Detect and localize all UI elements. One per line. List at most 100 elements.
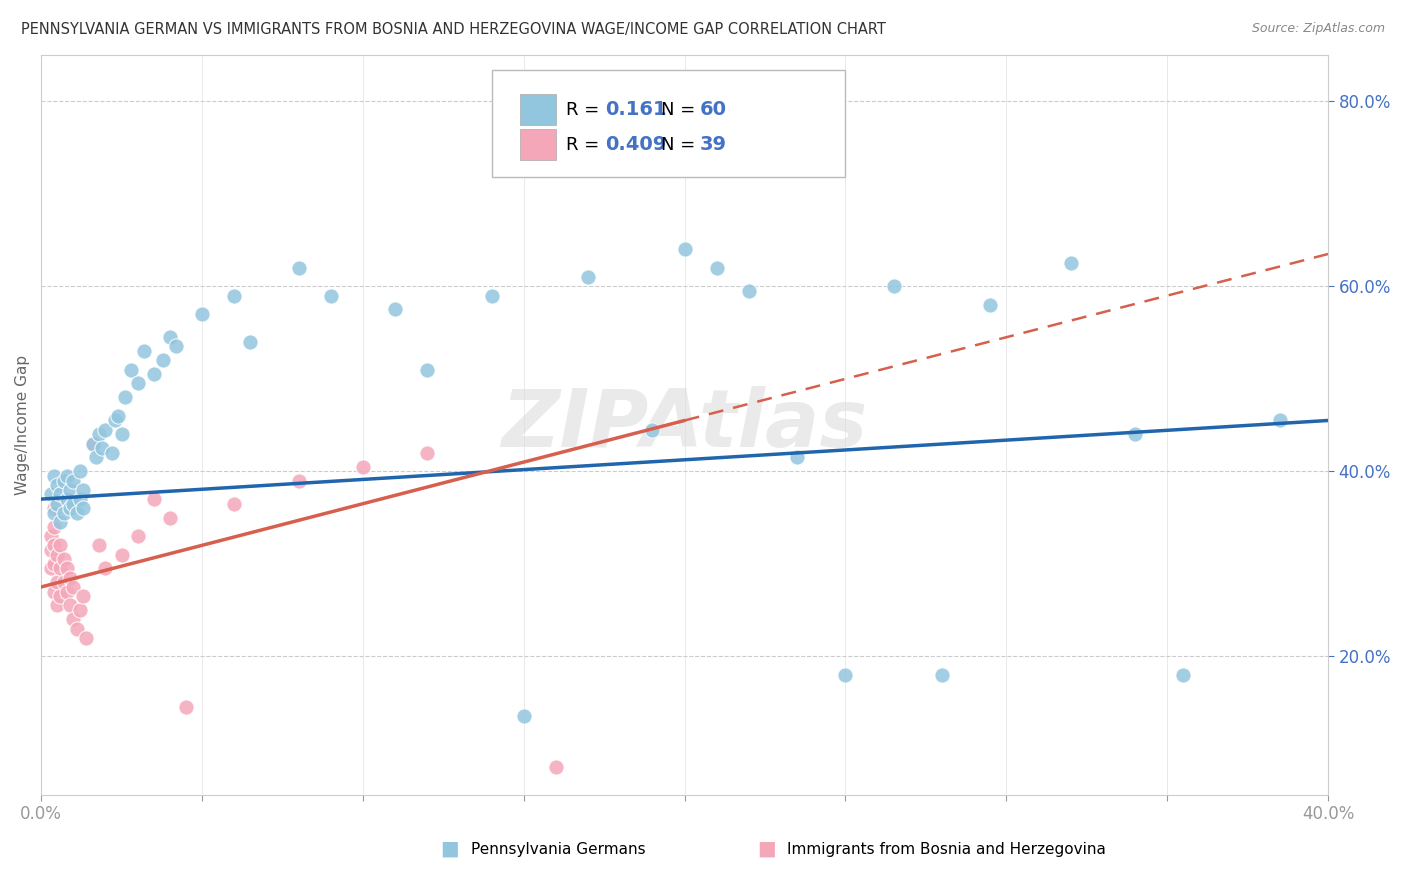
Point (49, 515, 72, 529)
Point (84, 450, 107, 465)
Point (59, 483, 82, 497)
Point (82, 436, 104, 450)
Point (39, 487, 62, 501)
Point (49, 538, 72, 552)
Point (62, 580, 84, 594)
Point (738, 284, 761, 298)
Point (59, 571, 82, 585)
Point (191, 307, 214, 321)
Y-axis label: Wage/Income Gap: Wage/Income Gap (15, 355, 30, 495)
Point (62, 474, 84, 488)
Point (159, 330, 181, 344)
Point (72, 501, 94, 516)
Text: ▪: ▪ (756, 835, 776, 863)
Point (883, 279, 905, 293)
Point (152, 353, 174, 368)
Point (127, 376, 149, 391)
Point (1123, 427, 1146, 442)
Text: N =: N = (661, 101, 702, 119)
Point (65, 506, 87, 520)
Text: PENNSYLVANIA GERMAN VS IMMIGRANTS FROM BOSNIA AND HERZEGOVINA WAGE/INCOME GAP CO: PENNSYLVANIA GERMAN VS IMMIGRANTS FROM B… (21, 22, 886, 37)
Point (104, 413, 127, 427)
Point (46, 478, 69, 492)
Point (69, 464, 91, 478)
Text: 0.409: 0.409 (605, 136, 666, 154)
FancyBboxPatch shape (492, 70, 845, 178)
Point (641, 423, 664, 437)
Point (94, 423, 117, 437)
Text: N =: N = (661, 136, 702, 153)
Point (72, 589, 94, 603)
Point (110, 427, 132, 442)
Point (114, 390, 136, 404)
Point (62, 612, 84, 626)
Text: 0.161: 0.161 (605, 101, 666, 120)
Point (1173, 668, 1195, 682)
Point (62, 497, 84, 511)
Text: ZIPAtlas: ZIPAtlas (502, 386, 868, 464)
Point (834, 668, 856, 682)
Point (87, 538, 110, 552)
Point (319, 288, 342, 302)
Point (110, 548, 132, 562)
Point (49, 589, 72, 603)
Point (39, 529, 62, 543)
Point (165, 339, 187, 353)
Point (287, 260, 309, 275)
Point (42, 520, 65, 534)
Text: Immigrants from Bosnia and Herzegovina: Immigrants from Bosnia and Herzegovina (787, 842, 1107, 856)
Text: R =: R = (567, 136, 605, 153)
Point (481, 288, 503, 302)
Point (94, 561, 117, 575)
Point (42, 538, 65, 552)
Point (42, 584, 65, 599)
Point (142, 492, 165, 507)
Point (42, 469, 65, 483)
Point (576, 270, 599, 285)
Point (46, 599, 69, 613)
Point (979, 298, 1001, 312)
Text: Source: ZipAtlas.com: Source: ZipAtlas.com (1251, 22, 1385, 36)
Point (56, 492, 79, 507)
Bar (520, 129, 555, 161)
Point (159, 510, 181, 524)
Point (72, 483, 94, 497)
Point (127, 529, 149, 543)
Point (287, 474, 309, 488)
Text: Pennsylvania Germans: Pennsylvania Germans (471, 842, 645, 856)
Text: ▪: ▪ (440, 835, 460, 863)
Point (39, 543, 62, 558)
Point (224, 288, 246, 302)
Point (673, 243, 696, 257)
Text: R =: R = (567, 101, 605, 119)
Point (384, 302, 406, 317)
Point (142, 368, 165, 382)
Point (87, 427, 110, 442)
Point (42, 557, 65, 571)
Point (544, 760, 567, 774)
Point (56, 584, 79, 599)
Bar (520, 95, 555, 126)
Point (75, 631, 97, 645)
Point (46, 497, 69, 511)
Point (42, 501, 65, 516)
Point (1060, 256, 1083, 270)
Point (39, 561, 62, 575)
Point (59, 599, 82, 613)
Point (49, 487, 72, 501)
Point (91, 441, 114, 455)
Point (56, 561, 79, 575)
Point (132, 344, 155, 359)
Point (46, 548, 69, 562)
Text: 39: 39 (700, 136, 727, 154)
Point (174, 700, 197, 714)
Point (224, 497, 246, 511)
Point (56, 469, 79, 483)
Point (52, 552, 75, 566)
Point (107, 409, 129, 423)
Point (239, 334, 262, 349)
Point (59, 501, 82, 516)
Point (1268, 413, 1291, 427)
Point (120, 362, 142, 376)
Point (42, 506, 65, 520)
